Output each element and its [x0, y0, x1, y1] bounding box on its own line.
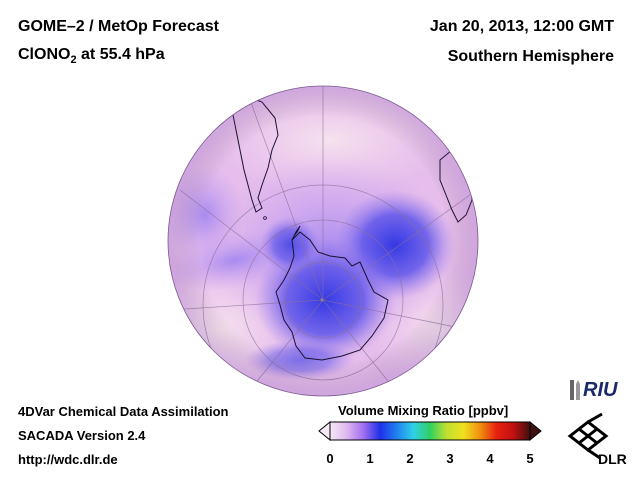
colorbar — [318, 420, 542, 442]
dlr-logo-text: DLR — [598, 451, 627, 467]
forecast-date: Jan 20, 2013, 12:00 GMT — [429, 18, 614, 35]
riu-logo-bar — [570, 380, 574, 400]
riu-logo-text: RIU — [583, 379, 618, 401]
colorbar-tick-label: 4 — [486, 451, 494, 466]
pressure-level: at 55.4 hPa — [76, 46, 165, 63]
footer-url[interactable]: http://wdc.dlr.de — [18, 452, 118, 467]
globe-outline — [167, 85, 479, 397]
footer-version: SACADA Version 2.4 — [18, 428, 146, 443]
colorbar-tick-label: 3 — [446, 451, 454, 466]
colorbar-tick-label: 1 — [366, 451, 374, 466]
colorbar-title: Volume Mixing Ratio [ppbv] — [338, 403, 509, 418]
map-title: GOME–2 / MetOp Forecast — [18, 18, 219, 35]
dlr-logo-mark — [567, 412, 609, 460]
footer-method: 4DVar Chemical Data Assimilation — [18, 404, 229, 419]
species-subscript: 2 — [70, 54, 77, 67]
riu-logo-tower — [576, 380, 580, 400]
colorbar-gradient — [329, 421, 531, 441]
colorbar-low-arrow — [318, 420, 331, 442]
riu-logo: RIU — [570, 379, 618, 401]
species-name: ClONO — [18, 46, 71, 63]
region-label: Southern Hemisphere — [447, 48, 614, 65]
colorbar-high-arrow — [529, 420, 542, 442]
globe-rim-shade — [168, 86, 478, 396]
map-subtitle: ClONO2 at 55.4 hPa — [18, 46, 165, 66]
colorbar-tick-label: 5 — [526, 451, 534, 466]
dlr-logo: DLR — [567, 412, 627, 467]
colorbar-tick-label: 2 — [406, 451, 414, 466]
colorbar-tick-label: 0 — [326, 451, 334, 466]
